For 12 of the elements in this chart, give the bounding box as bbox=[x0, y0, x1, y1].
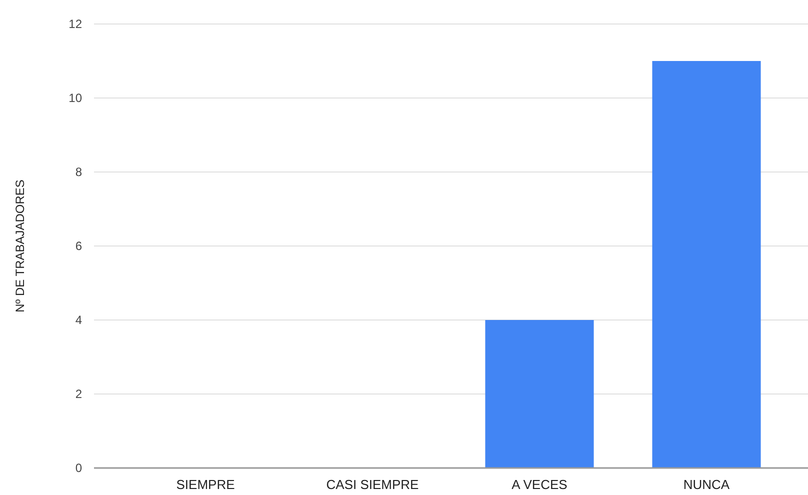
x-tick-label: CASI SIEMPRE bbox=[326, 477, 420, 492]
x-tick-label: NUNCA bbox=[683, 477, 730, 492]
y-tick-label: 4 bbox=[75, 313, 82, 328]
y-tick-label: 2 bbox=[75, 387, 82, 402]
y-tick-label: 12 bbox=[68, 17, 82, 32]
x-tick-label: A VECES bbox=[512, 477, 568, 492]
y-axis-title: Nº DE TRABAJADORES bbox=[13, 180, 27, 312]
y-tick-label: 6 bbox=[75, 239, 82, 254]
y-tick-label: 8 bbox=[75, 165, 82, 180]
y-tick-label: 0 bbox=[75, 461, 82, 476]
y-tick-label: 10 bbox=[68, 91, 82, 106]
x-tick-label: SIEMPRE bbox=[176, 477, 236, 492]
